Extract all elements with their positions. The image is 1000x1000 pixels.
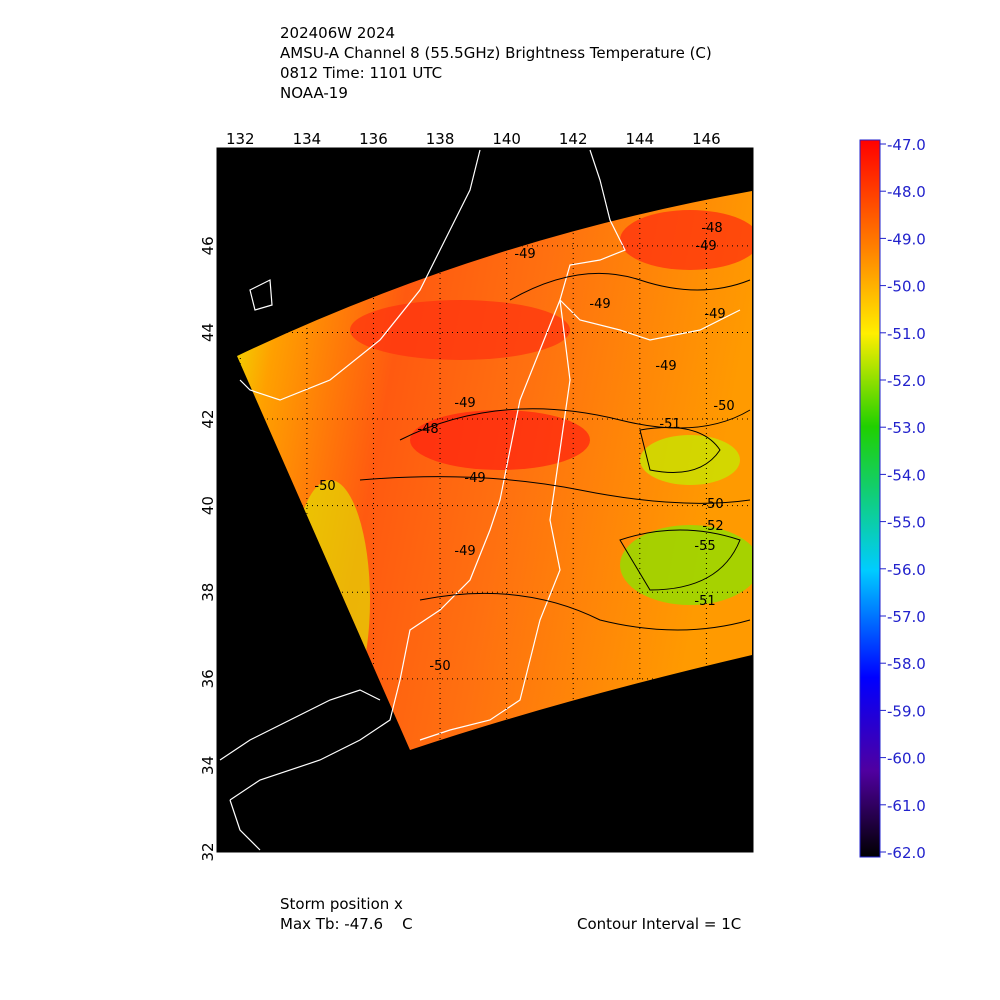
coastline bbox=[229, 299, 561, 801]
axis-labels: 132 132 134 134 136 136 138 138 140 140 142 142 144 1… bbox=[199, 130, 771, 868]
lon-tick-label: 138 bbox=[426, 850, 455, 868]
contour-label: -49 bbox=[704, 307, 725, 322]
contour-label: -49 bbox=[695, 239, 716, 254]
colorbar-tick-label: -47.0 bbox=[887, 136, 926, 154]
contour-label: -48 bbox=[701, 221, 722, 236]
cool-patch bbox=[640, 435, 740, 485]
colorbar-tick-label: -51.0 bbox=[887, 325, 926, 343]
header-line: 202406W 2024 bbox=[280, 24, 395, 42]
warm-patch bbox=[350, 300, 570, 360]
storm-position: Storm position x bbox=[280, 895, 403, 913]
lat-tick-label: 42 bbox=[199, 409, 217, 428]
contour-line bbox=[639, 427, 721, 473]
contour-labels: -48 -49 -49 -49 -49 -49 -49 -50 -48 -51 -49 -50 -50 -… bbox=[314, 221, 734, 674]
colorbar-tick-label: -58.0 bbox=[887, 655, 926, 673]
header: 202406W 2024 AMSU-A Channel 8 (55.5GHz) B… bbox=[280, 24, 712, 102]
colorbar-tick-label: -49.0 bbox=[887, 230, 926, 248]
lat-tick-label: 42 bbox=[753, 409, 771, 428]
coastline bbox=[219, 689, 381, 761]
colorbar-tick-label: -53.0 bbox=[887, 419, 926, 437]
colorbar-tick-label: -54.0 bbox=[887, 466, 926, 484]
header-line: AMSU-A Channel 8 (55.5GHz) Brightness Te… bbox=[280, 44, 712, 62]
colorbar-tick-label: -62.0 bbox=[887, 844, 926, 862]
contour-label: -51 bbox=[694, 594, 715, 609]
colorbar-ticks: -47.0 -48.0 -49.0 -50.0 -51.0 -52.0 -53.0 -54.0… bbox=[880, 136, 926, 862]
lat-tick-label: 38 bbox=[199, 583, 217, 602]
lat-tick-label: 46 bbox=[199, 236, 217, 255]
lat-tick-label: 44 bbox=[753, 323, 771, 342]
coastline bbox=[419, 299, 571, 741]
contour-label: -49 bbox=[454, 544, 475, 559]
lon-tick-label: 134 bbox=[293, 850, 322, 868]
lon-tick-label: 146 bbox=[692, 130, 721, 148]
lat-tick-label: 40 bbox=[753, 496, 771, 515]
contour-line bbox=[359, 476, 751, 504]
lon-tick-label: 132 bbox=[226, 850, 255, 868]
contour-label: -50 bbox=[702, 497, 723, 512]
coastline bbox=[229, 799, 261, 851]
colorbar bbox=[859, 139, 881, 858]
lon-tick-label: 138 bbox=[426, 130, 455, 148]
colorbar-tick-label: -52.0 bbox=[887, 372, 926, 390]
lat-tick-label: 32 bbox=[199, 842, 217, 861]
lon-tick-label: 140 bbox=[492, 850, 521, 868]
lat-tick-label: 44 bbox=[199, 323, 217, 342]
contour-interval: Contour Interval = 1C bbox=[577, 915, 741, 933]
contour-line bbox=[509, 272, 751, 301]
contour-label: -49 bbox=[589, 297, 610, 312]
colorbar-tick-label: -57.0 bbox=[887, 608, 926, 626]
colorbar-tick-label: -61.0 bbox=[887, 797, 926, 815]
cool-patch bbox=[620, 525, 752, 605]
lon-tick-label: 142 bbox=[559, 130, 588, 148]
lat-tick-label: 38 bbox=[753, 583, 771, 602]
coastlines bbox=[219, 149, 741, 851]
colorbar-tick-label: -59.0 bbox=[887, 702, 926, 720]
lon-tick-label: 134 bbox=[293, 130, 322, 148]
lon-tick-label: 144 bbox=[625, 130, 654, 148]
lon-tick-label: 142 bbox=[559, 850, 588, 868]
colorbar-tick-label: -56.0 bbox=[887, 561, 926, 579]
contour-label: -50 bbox=[713, 399, 734, 414]
contour-label: -49 bbox=[655, 359, 676, 374]
colorbar-tick-label: -55.0 bbox=[887, 514, 926, 532]
contour-line bbox=[399, 408, 751, 441]
lat-tick-label: 36 bbox=[753, 669, 771, 688]
colorbar-tick-label: -50.0 bbox=[887, 278, 926, 296]
coastline bbox=[249, 279, 273, 311]
contour-label: -49 bbox=[514, 247, 535, 262]
lat-tick-label: 36 bbox=[199, 669, 217, 688]
colorbar-tick-label: -48.0 bbox=[887, 183, 926, 201]
lat-tick-label: 34 bbox=[753, 756, 771, 775]
lon-tick-label: 136 bbox=[359, 130, 388, 148]
contour-label: -51 bbox=[659, 417, 680, 432]
contour-label: -52 bbox=[702, 519, 723, 534]
lon-tick-label: 136 bbox=[359, 850, 388, 868]
lat-tick-label: 46 bbox=[753, 236, 771, 255]
contours bbox=[359, 272, 751, 631]
header-line: 0812 Time: 1101 UTC bbox=[280, 64, 442, 82]
lat-tick-label: 32 bbox=[753, 842, 771, 861]
contour-label: -48 bbox=[417, 422, 438, 437]
contour-line bbox=[419, 592, 751, 631]
lon-tick-label: 144 bbox=[625, 850, 654, 868]
colorbar-tick-label: -60.0 bbox=[887, 750, 926, 768]
contour-label: -50 bbox=[314, 479, 335, 494]
contour-label: -55 bbox=[694, 539, 715, 554]
coastline bbox=[559, 149, 741, 341]
warm-patch bbox=[620, 210, 752, 270]
lat-tick-label: 34 bbox=[199, 756, 217, 775]
lon-tick-label: 140 bbox=[492, 130, 521, 148]
contour-label: -50 bbox=[429, 659, 450, 674]
lon-tick-label: 132 bbox=[226, 130, 255, 148]
header-line: NOAA-19 bbox=[280, 84, 348, 102]
contour-label: -49 bbox=[454, 396, 475, 411]
warm-patch bbox=[410, 410, 590, 470]
lat-tick-label: 40 bbox=[199, 496, 217, 515]
contour-label: -49 bbox=[464, 471, 485, 486]
contour-line bbox=[619, 529, 741, 591]
coastline bbox=[239, 149, 481, 401]
lon-tick-label: 146 bbox=[692, 850, 721, 868]
max-tb: Max Tb: -47.6 C bbox=[280, 915, 413, 933]
